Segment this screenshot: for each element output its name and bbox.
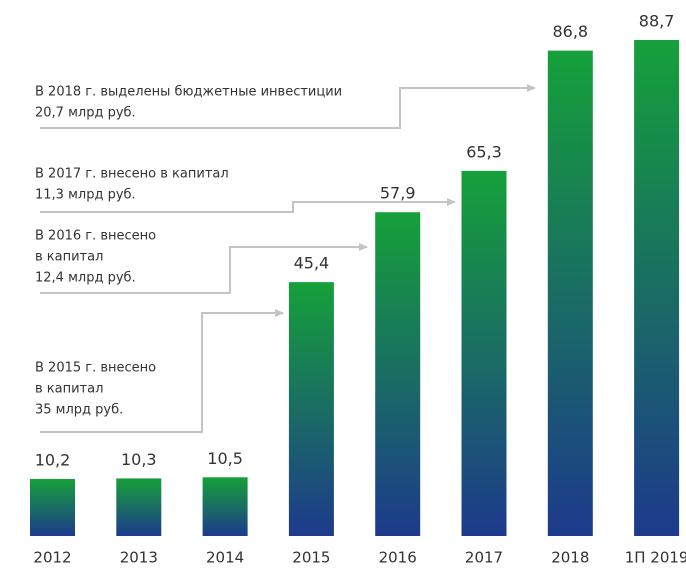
bar xyxy=(116,478,162,536)
x-tick-label: 2016 xyxy=(379,549,417,567)
annotation-text: 11,3 млрд руб. xyxy=(35,188,136,203)
annotation-text: В 2017 г. внесено в капитал xyxy=(35,167,229,182)
bar xyxy=(202,477,248,536)
x-tick-label: 2017 xyxy=(465,549,503,567)
annotation-text: 20,7 млрд руб. xyxy=(35,106,136,121)
annotation-text: в капитал xyxy=(35,382,103,397)
annotation-text: 35 млрд руб. xyxy=(35,403,123,418)
annotation-arrow xyxy=(40,84,536,129)
x-tick-label: 2012 xyxy=(33,549,71,567)
bar xyxy=(30,478,75,536)
annotation-text: В 2018 г. выделены бюджетные инвестиции xyxy=(35,85,342,100)
x-tick-label: 1П 2019 xyxy=(625,549,686,567)
annotation-arrow xyxy=(40,198,456,213)
x-tick-label: 2014 xyxy=(206,549,244,567)
x-tick-label: 2015 xyxy=(292,549,330,567)
x-tick-label: 2013 xyxy=(120,549,158,567)
annotation-text: В 2016 г. внесено xyxy=(35,229,156,244)
annotation-text: 12,4 млрд руб. xyxy=(35,271,136,286)
x-tick-label: 2018 xyxy=(551,549,589,567)
bar xyxy=(547,50,593,537)
bar xyxy=(634,40,680,536)
annotation-text: в капитал xyxy=(35,250,103,265)
bar xyxy=(375,212,421,537)
value-label: 65,3 xyxy=(466,142,502,161)
annotation-arrow xyxy=(40,309,284,433)
bar xyxy=(461,170,507,537)
value-label: 88,7 xyxy=(639,12,675,31)
annotation-arrow xyxy=(40,243,368,294)
value-label: 10,3 xyxy=(121,450,157,469)
annotation-text: В 2015 г. внесено xyxy=(35,361,156,376)
value-label: 57,9 xyxy=(380,184,416,203)
value-label: 45,4 xyxy=(294,254,330,273)
value-label: 86,8 xyxy=(552,22,588,41)
value-label: 10,2 xyxy=(35,450,71,469)
value-label: 10,5 xyxy=(207,449,243,468)
bar xyxy=(288,282,334,536)
